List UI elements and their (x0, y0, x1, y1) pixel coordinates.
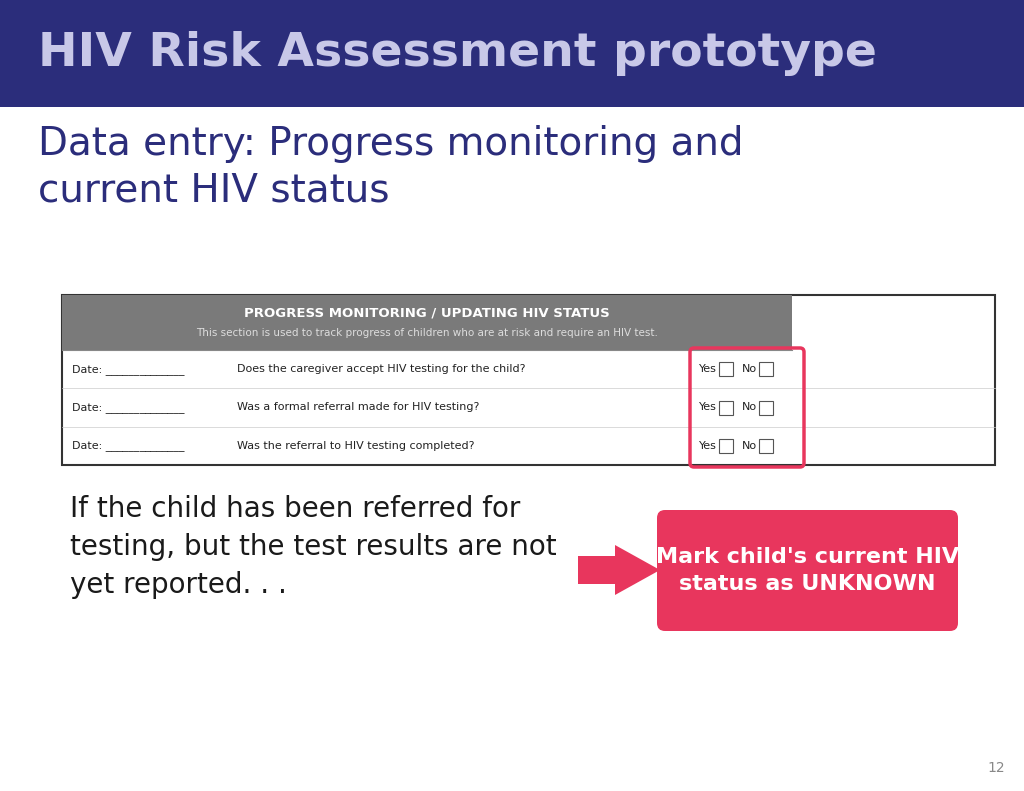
Bar (719, 400, 733, 414)
Text: Was the referral to HIV testing completed?: Was the referral to HIV testing complete… (237, 441, 474, 451)
Text: HIV Risk Assessment prototype: HIV Risk Assessment prototype (38, 31, 877, 75)
Text: Date: ______________: Date: ______________ (72, 402, 184, 413)
Bar (62, 295, 995, 465)
Bar (0, 0, 1024, 107)
Text: Mark child's current HIV
status as UNKNOWN: Mark child's current HIV status as UNKNO… (656, 547, 959, 594)
Bar (719, 439, 733, 452)
Text: Yes: Yes (699, 403, 717, 412)
Text: Date: ______________: Date: ______________ (72, 441, 184, 452)
Text: Yes: Yes (699, 441, 717, 451)
Bar (719, 362, 733, 377)
Text: This section is used to track progress of children who are at risk and require a: This section is used to track progress o… (196, 328, 658, 338)
Text: No: No (742, 441, 757, 451)
Text: No: No (742, 403, 757, 412)
Text: Yes: Yes (699, 364, 717, 374)
Text: PROGRESS MONITORING / UPDATING HIV STATUS: PROGRESS MONITORING / UPDATING HIV STATU… (244, 306, 610, 320)
Text: 12: 12 (987, 761, 1005, 775)
FancyBboxPatch shape (657, 510, 958, 631)
Bar (62, 295, 792, 350)
Bar (759, 400, 773, 414)
Text: Date: ______________: Date: ______________ (72, 364, 184, 375)
Text: No: No (742, 364, 757, 374)
Text: Does the caregiver accept HIV testing for the child?: Does the caregiver accept HIV testing fo… (237, 364, 525, 374)
Bar (759, 439, 773, 452)
Text: If the child has been referred for
testing, but the test results are not
yet rep: If the child has been referred for testi… (70, 495, 557, 599)
Polygon shape (578, 545, 660, 595)
Text: Data entry: Progress monitoring and
current HIV status: Data entry: Progress monitoring and curr… (38, 125, 743, 210)
Bar (759, 362, 773, 377)
Text: Was a formal referral made for HIV testing?: Was a formal referral made for HIV testi… (237, 403, 479, 412)
